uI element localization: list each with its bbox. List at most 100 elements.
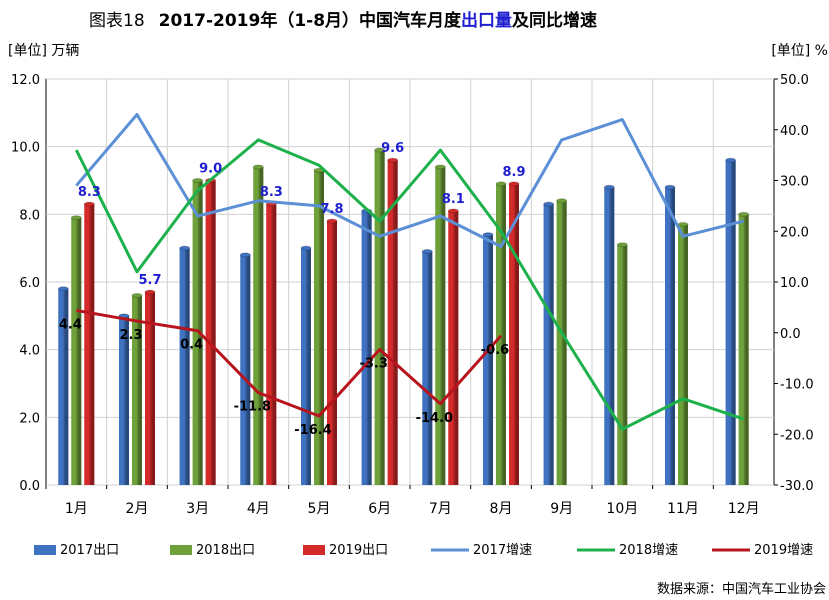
right-tick-label: -30.0: [780, 479, 814, 494]
x-category-label: 8月: [490, 501, 513, 517]
bar-shade: [665, 187, 675, 485]
left-tick-label: 12.0: [11, 73, 40, 88]
line-2019增速: [76, 308, 503, 418]
bar-shade: [145, 292, 155, 485]
source-note: 数据来源：中国汽车工业协会: [657, 581, 826, 597]
legend-label: 2018出口: [196, 543, 255, 558]
bar-value-label: 9.6: [381, 141, 404, 156]
legend-swatch-bar: [303, 545, 325, 555]
bar-shade: [179, 248, 190, 485]
right-axis: -30.0 -20.0 -10.0 0.0 10.0 20.0 30.0 40.0 50.0: [774, 73, 814, 494]
left-axis-unit: [单位] 万辆: [8, 43, 79, 59]
right-tick-label: -10.0: [780, 378, 814, 393]
bar-cap: [664, 184, 676, 190]
bar-cap: [421, 249, 433, 255]
chart-title-main: 2017-2019年（1-8月）中国汽车月度: [159, 10, 462, 31]
x-category-label: 1月: [65, 501, 88, 517]
x-axis: 1月 2月 3月 4月 5月 6月 7月 8月 9月 10月 11月 12月: [45, 485, 760, 517]
left-tick-label: 8.0: [19, 208, 40, 223]
bar-cap: [677, 221, 689, 227]
right-tick-label: -20.0: [780, 428, 814, 443]
legend-label: 2019出口: [329, 543, 388, 558]
bar-cap: [57, 286, 69, 292]
bar-shade: [422, 251, 433, 485]
bar-shade: [543, 204, 554, 485]
growth-value-label: -0.6: [481, 343, 509, 358]
right-tick-label: 0.0: [780, 327, 801, 342]
bar-shade: [483, 234, 493, 485]
bar-shade: [556, 200, 567, 486]
right-axis-unit: [单位] %: [771, 43, 828, 59]
bar-shade: [617, 244, 628, 485]
growth-value-label: 2.3: [119, 328, 142, 343]
bar-cap: [179, 245, 191, 251]
bar-cap: [83, 201, 95, 207]
bar-shade: [738, 214, 749, 486]
bar-cap: [192, 178, 204, 183]
bar-cap: [326, 218, 338, 224]
bar-cap: [387, 157, 399, 163]
left-tick-label: 0.0: [19, 479, 40, 494]
left-tick-label: 2.0: [19, 411, 40, 426]
chart-title-prefix: 图表18: [89, 11, 145, 31]
bar-cap: [556, 198, 568, 204]
bar-shade: [361, 210, 372, 485]
bar-value-label: 7.8: [320, 202, 343, 217]
bar-cap: [374, 147, 386, 153]
bar-shade: [58, 288, 69, 485]
bar-shade: [119, 315, 129, 485]
growth-value-label: -11.8: [234, 400, 271, 415]
chart-title-suffix: 及同比增速: [512, 10, 597, 31]
bar-cap: [725, 157, 737, 163]
right-tick-label: 20.0: [780, 225, 809, 240]
bar-shade: [435, 166, 446, 485]
right-tick-label: 10.0: [780, 276, 809, 291]
bar-shade: [678, 224, 688, 485]
x-category-label: 6月: [368, 501, 391, 517]
x-category-label: 4月: [247, 501, 270, 517]
right-tick-label: 50.0: [780, 73, 809, 88]
bar-shade: [314, 170, 324, 485]
bar-value-label: 8.3: [260, 185, 283, 200]
x-category-label: 11月: [667, 501, 699, 517]
right-tick-label: 30.0: [780, 175, 809, 190]
bar-shade: [387, 160, 398, 485]
bar-cap: [447, 208, 459, 214]
data-labels: 8.3 5.7 9.0 8.3 7.8 9.6 8.1 8.9 4.4 2.3 0.4 -11.8 -1…: [59, 141, 526, 438]
bar-cap: [434, 164, 446, 170]
bar-shade: [604, 187, 615, 485]
growth-value-label: 4.4: [59, 317, 82, 332]
growth-value-label: -14.0: [416, 411, 453, 426]
lines: [74, 113, 745, 431]
bar-cap: [603, 184, 615, 190]
bar-shade: [253, 166, 264, 485]
left-tick-label: 10.0: [11, 141, 40, 156]
chart-title-highlight: 出口量: [461, 10, 512, 31]
bar-cap: [131, 293, 143, 299]
x-category-label: 3月: [186, 501, 209, 517]
legend: 2017出口 2018出口 2019出口 2017增速 2018增速 2019增速: [34, 543, 813, 558]
bar-shade: [301, 248, 311, 485]
legend-label: 2018增速: [619, 543, 678, 558]
bar-cap: [239, 252, 251, 258]
x-category-label: 2月: [126, 501, 149, 517]
growth-value-label: 0.4: [180, 338, 203, 353]
bar-shade: [240, 254, 251, 485]
bar-value-label: 8.9: [502, 165, 525, 180]
bar-cap: [543, 201, 555, 207]
x-category-label: 9月: [550, 501, 573, 517]
bars: [57, 147, 750, 486]
bar-shade: [84, 204, 95, 485]
bar-shade: [71, 217, 82, 485]
x-category-label: 7月: [429, 501, 452, 517]
bar-shade: [266, 204, 277, 485]
legend-swatch-bar: [170, 545, 192, 555]
growth-value-label: -16.4: [294, 423, 331, 438]
bar-value-label: 9.0: [199, 162, 222, 177]
bar-cap: [70, 215, 82, 221]
x-category-label: 12月: [728, 501, 760, 517]
bar-shade: [374, 150, 385, 486]
growth-value-label: -3.3: [359, 356, 387, 371]
bar-value-label: 8.3: [78, 185, 101, 200]
